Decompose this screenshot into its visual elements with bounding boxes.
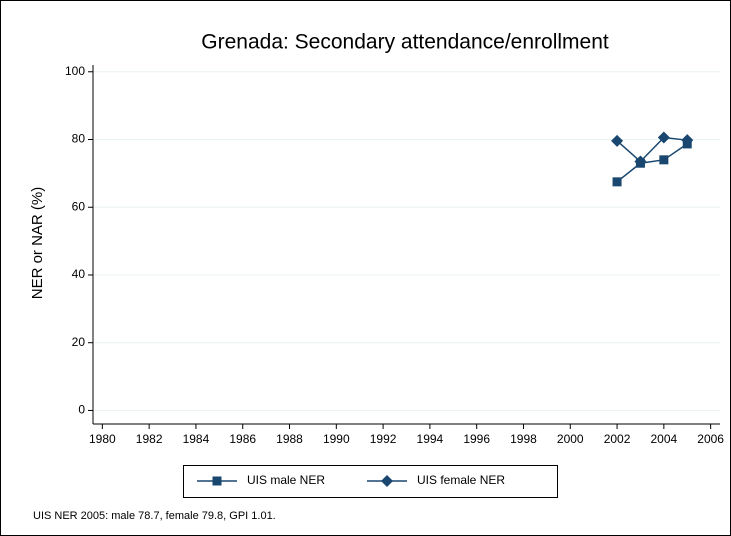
note: UIS NER 2005: male 78.7, female 79.8, GP… [33, 510, 276, 522]
legend-label: UIS male NER [247, 473, 325, 487]
y-tick-label: 100 [65, 64, 85, 78]
x-tick-label: 1980 [89, 432, 116, 446]
x-tick-label: 1996 [463, 432, 490, 446]
x-tick-label: 1986 [229, 432, 256, 446]
series-line [616, 143, 688, 183]
x-tick-label: 1998 [510, 432, 537, 446]
legend-label: UIS female NER [417, 473, 505, 487]
y-axis-label: NER or NAR (%) [29, 187, 46, 300]
x-tick-label: 1988 [276, 432, 303, 446]
marker [611, 134, 624, 147]
x-tick-label: 1992 [370, 432, 397, 446]
x-tick-label: 2000 [557, 432, 584, 446]
marker [657, 131, 670, 144]
y-tick-label: 40 [72, 267, 86, 281]
marker [634, 155, 647, 168]
marker [212, 476, 222, 486]
marker [659, 155, 669, 165]
x-tick-label: 1984 [183, 432, 210, 446]
x-tick-label: 1994 [417, 432, 444, 446]
x-tick-label: 1982 [136, 432, 163, 446]
x-tick-label: 1990 [323, 432, 350, 446]
marker [681, 134, 694, 147]
marker [381, 475, 393, 487]
marker [612, 177, 622, 187]
y-tick-label: 20 [72, 335, 86, 349]
y-tick-label: 60 [72, 199, 86, 213]
x-tick-label: 2004 [650, 432, 677, 446]
x-tick-label: 2002 [604, 432, 631, 446]
chart-title: Grenada: Secondary attendance/enrollment [201, 31, 609, 54]
y-tick-label: 0 [78, 403, 85, 417]
y-tick-label: 80 [72, 132, 86, 146]
x-tick-label: 2006 [697, 432, 724, 446]
series-line [616, 136, 688, 163]
